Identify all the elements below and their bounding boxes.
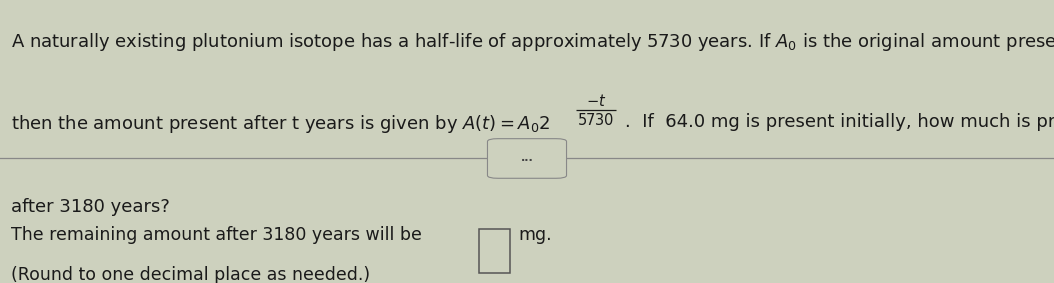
- Text: $5730$: $5730$: [578, 112, 614, 128]
- Text: .  If  64.0 mg is present initially, how much is present: . If 64.0 mg is present initially, how m…: [625, 113, 1054, 131]
- Text: ...: ...: [521, 153, 533, 164]
- FancyBboxPatch shape: [487, 139, 567, 178]
- Text: mg.: mg.: [519, 226, 552, 245]
- Text: A naturally existing plutonium isotope has a half-life of approximately 5730 yea: A naturally existing plutonium isotope h…: [11, 31, 1054, 53]
- Text: $-t$: $-t$: [586, 93, 606, 109]
- FancyBboxPatch shape: [479, 229, 510, 273]
- Text: The remaining amount after 3180 years will be: The remaining amount after 3180 years wi…: [11, 226, 422, 245]
- Text: then the amount present after t years is given by $A(t) = A_0 2$: then the amount present after t years is…: [11, 113, 550, 135]
- Text: (Round to one decimal place as needed.): (Round to one decimal place as needed.): [11, 266, 370, 283]
- Text: after 3180 years?: after 3180 years?: [11, 198, 170, 216]
